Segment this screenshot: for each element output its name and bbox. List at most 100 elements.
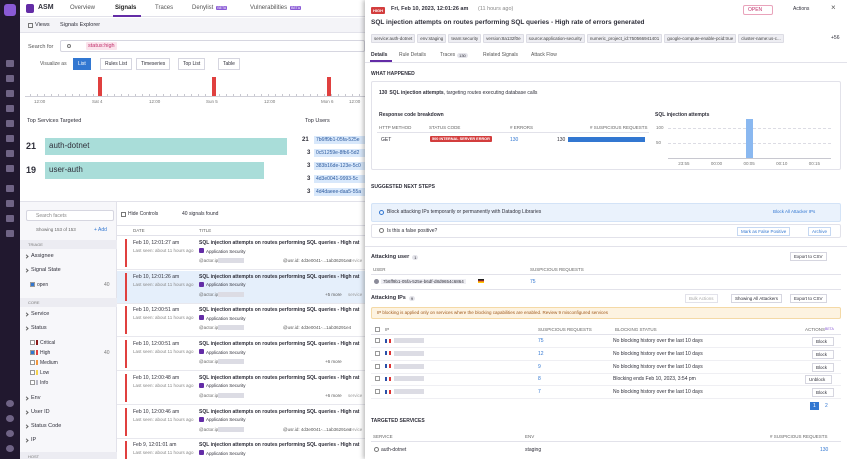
tab-label[interactable]: Overview <box>70 5 96 11</box>
tag[interactable]: env:staging <box>417 34 447 43</box>
block-button[interactable]: Block <box>812 349 835 359</box>
tab-label[interactable]: Traces <box>440 52 456 58</box>
facet-name[interactable]: IP <box>31 437 37 443</box>
state-dropdown[interactable]: OPEN <box>743 5 774 15</box>
hide-controls[interactable]: Hide Controls <box>128 211 159 217</box>
checkbox[interactable] <box>375 338 380 343</box>
block-button[interactable]: Block <box>812 362 835 372</box>
user-name[interactable]: 4d3e0041-9993-5c <box>314 175 365 183</box>
user-requests[interactable]: 75 <box>530 279 536 285</box>
export-button[interactable]: Export to CSV <box>790 294 827 303</box>
facet-add[interactable]: + Add <box>94 227 107 233</box>
checkbox[interactable] <box>375 350 380 356</box>
tag[interactable]: service:auth-dotnet <box>371 34 416 43</box>
nav-icon[interactable] <box>6 105 14 112</box>
user-name[interactable]: 4d4daeee-daa5-55a <box>314 188 365 196</box>
ip-requests[interactable]: 12 <box>538 350 544 357</box>
nav-icon[interactable] <box>6 150 14 157</box>
tag[interactable]: google-compute-enable-pcid:true <box>664 34 737 43</box>
service-requests[interactable]: 130 <box>820 447 829 453</box>
nav-icon[interactable] <box>6 60 14 67</box>
visualize-option[interactable]: Timeseries <box>136 58 171 70</box>
nav-icon[interactable] <box>6 120 14 127</box>
nav-icon[interactable] <box>6 135 14 142</box>
page-button[interactable]: 2 <box>825 403 828 409</box>
checkbox[interactable] <box>375 363 380 369</box>
user-id[interactable]: 7b6ff9b1-05fa-525e-b6df-d8d9654c6864 <box>381 279 466 284</box>
facet-checkbox[interactable] <box>30 282 35 287</box>
signal-row[interactable] <box>117 237 365 270</box>
facet-checkbox[interactable] <box>30 350 35 355</box>
attackers-filter[interactable]: Showing All Attackers <box>731 294 783 303</box>
nav-icon[interactable] <box>6 215 14 222</box>
facet-name[interactable]: Service <box>31 311 50 317</box>
bulk-actions[interactable]: Bulk Actions <box>685 294 718 303</box>
tab-label[interactable]: Vulnerabilities <box>250 5 288 11</box>
search-box[interactable] <box>60 40 365 52</box>
facet-name[interactable]: Status Code <box>31 423 62 429</box>
facet-checkbox[interactable] <box>30 360 35 365</box>
facet-checkbox[interactable] <box>30 380 35 385</box>
actions-button[interactable]: Actions <box>793 6 810 12</box>
tag[interactable]: team:security <box>448 34 482 43</box>
checkbox[interactable] <box>375 389 380 395</box>
close-button[interactable]: × <box>831 3 836 12</box>
facet-name[interactable]: Status <box>31 325 47 331</box>
error-count[interactable]: 130 <box>510 137 519 143</box>
user-name[interactable]: 383b16de-123e-5c0 <box>314 162 365 170</box>
checkbox[interactable] <box>375 376 380 382</box>
checkbox[interactable] <box>375 327 380 332</box>
visualize-option[interactable]: Table <box>218 58 240 70</box>
nav-icon[interactable] <box>6 400 14 407</box>
export-button[interactable]: Export to CSV <box>790 252 827 261</box>
nav-icon[interactable] <box>6 75 14 82</box>
nav-icon[interactable] <box>6 165 14 172</box>
tag[interactable]: source:application-security <box>525 34 585 43</box>
ip-requests[interactable]: 75 <box>538 338 544 344</box>
block-button[interactable]: Unblock <box>805 375 833 385</box>
tag[interactable]: numeric_project_id:750566941401 <box>586 34 663 43</box>
nav-icon[interactable] <box>6 90 14 97</box>
ip-requests[interactable]: 8 <box>538 376 541 383</box>
tab-label[interactable]: Traces <box>155 5 174 11</box>
facet-checkbox[interactable] <box>30 370 35 375</box>
nav-icon[interactable] <box>6 230 14 237</box>
nav-icon[interactable] <box>6 445 14 452</box>
facet-name[interactable]: Assignee <box>31 253 54 259</box>
facet-name[interactable]: Env <box>31 395 41 401</box>
tab-label[interactable]: Rule Details <box>399 52 426 58</box>
tab-label[interactable]: Related Signals <box>483 52 519 58</box>
signal-row[interactable] <box>117 270 365 304</box>
tab-label[interactable]: Details <box>371 52 388 58</box>
nav-icon[interactable] <box>6 185 14 192</box>
signal-row[interactable] <box>117 304 365 338</box>
tab-label[interactable]: Attack Flow <box>531 52 557 58</box>
tag[interactable]: version:8a132f0e <box>483 34 524 43</box>
visualize-option[interactable]: Top List <box>178 58 206 70</box>
nav-icon[interactable] <box>6 200 14 207</box>
ip-requests[interactable]: 7 <box>538 389 541 396</box>
views-link[interactable]: Views <box>35 22 50 28</box>
user-name[interactable]: 0c51259e-8fb6-5d2 <box>314 149 365 157</box>
facet-search-box[interactable] <box>26 210 114 221</box>
block-button[interactable]: Block <box>812 388 835 398</box>
signal-row[interactable] <box>117 372 365 405</box>
tab-label[interactable]: Denylist <box>192 5 214 11</box>
archive-button[interactable]: Archive <box>808 227 832 236</box>
facet-name[interactable]: User ID <box>31 409 50 415</box>
tag[interactable]: cluster-name:us-c... <box>738 34 784 43</box>
ip-requests[interactable]: 9 <box>538 363 541 370</box>
user-name[interactable]: 7b6ff9b1-05fa-525e <box>314 136 365 144</box>
block-button[interactable]: Block <box>812 337 835 346</box>
more-tags[interactable]: +56 <box>831 35 840 41</box>
signal-row[interactable] <box>117 338 365 372</box>
facet-name[interactable]: Signal State <box>31 267 61 273</box>
visualize-option[interactable]: Rules List <box>100 58 132 70</box>
nav-icon[interactable] <box>6 415 14 422</box>
page-button[interactable]: 1 <box>810 402 819 410</box>
nav-icon[interactable] <box>6 430 14 437</box>
block-all-button[interactable]: Block All Attacker IPs <box>773 209 816 214</box>
signal-row[interactable] <box>117 406 365 439</box>
tab-label[interactable]: Signals <box>115 5 137 11</box>
visualize-option[interactable]: List <box>73 58 91 70</box>
